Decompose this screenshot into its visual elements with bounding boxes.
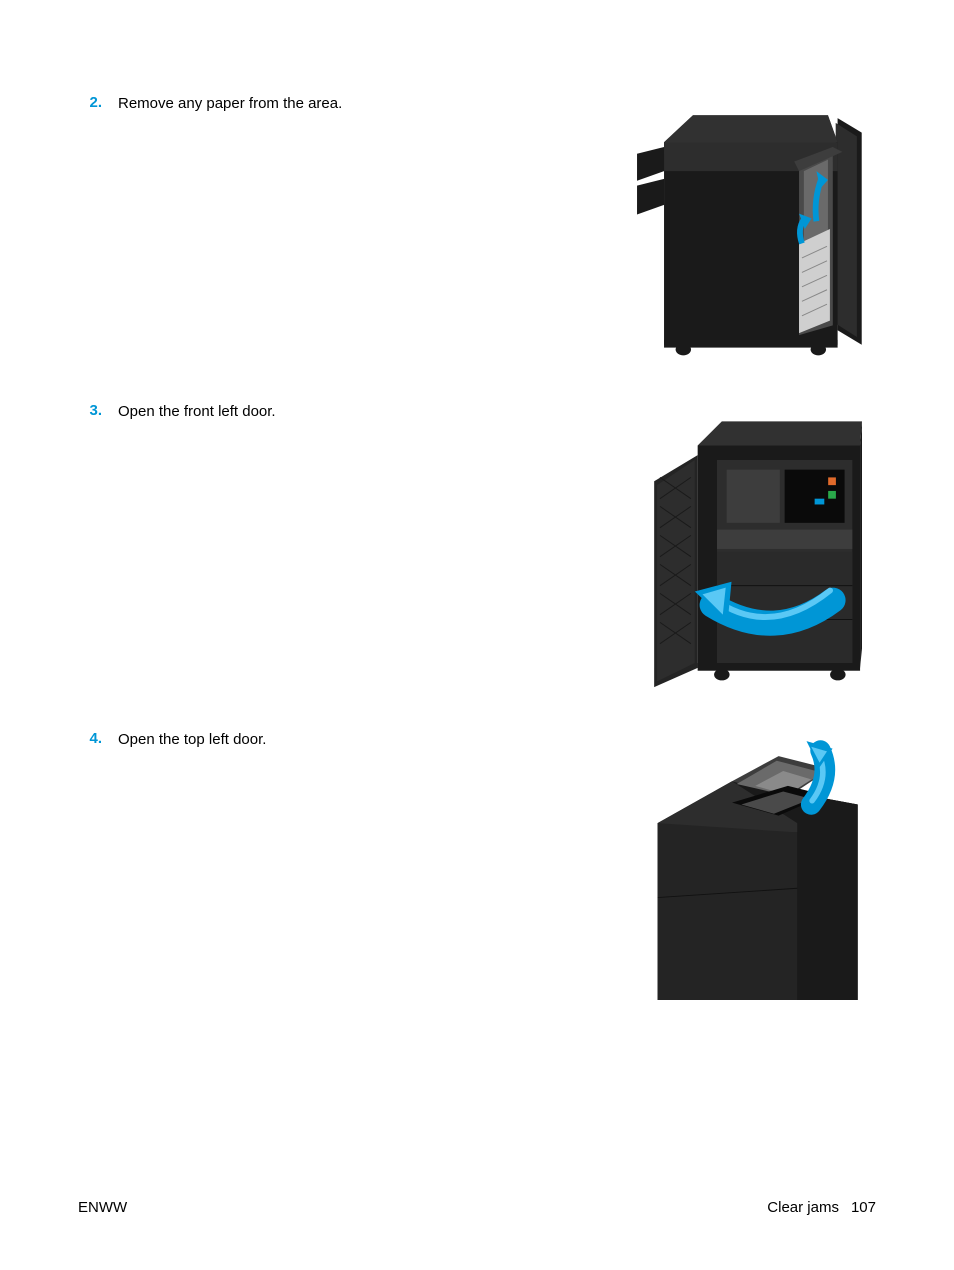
step-column: 4. Open the top left door. [78, 730, 596, 750]
footer-section: Clear jams [767, 1199, 839, 1216]
step-text: Remove any paper from the area. [118, 94, 342, 114]
step-figure-container [616, 730, 876, 1000]
printer-remove-paper-icon [621, 94, 871, 364]
printer-open-top-door-icon [621, 730, 871, 1000]
step-figure-container [616, 402, 876, 692]
step-number: 3. [78, 402, 102, 422]
step-text: Open the front left door. [118, 402, 276, 422]
footer-page-number: 107 [851, 1199, 876, 1216]
step-column: 3. Open the front left door. [78, 402, 596, 422]
step-text: Open the top left door. [118, 730, 266, 750]
step-column: 2. Remove any paper from the area. [78, 94, 596, 114]
step-number: 2. [78, 94, 102, 114]
step-row-3: 3. Open the front left door. [78, 402, 876, 692]
step-number: 4. [78, 730, 102, 750]
footer-left: ENWW [78, 1199, 127, 1216]
step-row-2: 2. Remove any paper from the area. [78, 94, 876, 364]
page-content: 2. Remove any paper from the area. [0, 0, 954, 1270]
step-row-4: 4. Open the top left door. [78, 730, 876, 1000]
page-footer: ENWW Clear jams 107 [78, 1199, 876, 1216]
footer-right: Clear jams 107 [767, 1199, 876, 1216]
printer-open-front-door-icon [621, 402, 871, 692]
step-figure-container [616, 94, 876, 364]
